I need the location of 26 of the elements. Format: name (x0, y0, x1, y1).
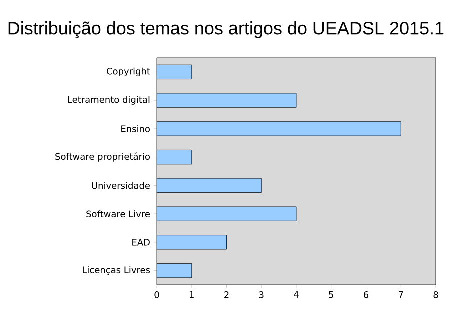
x-tick-label: 6 (364, 292, 369, 298)
x-tick-label: 5 (329, 292, 334, 298)
x-tick-label: 2 (224, 292, 229, 298)
y-tick-label: Copyright (107, 68, 150, 77)
bar (157, 178, 262, 193)
bar (157, 93, 297, 108)
y-tick-label: EAD (132, 239, 150, 246)
chart-title: Distribuição dos temas nos artigos do UEADSL 2015.1 (8, 22, 444, 38)
x-tick-label: 8 (434, 292, 438, 298)
x-tick-label: 4 (294, 292, 299, 298)
y-tick-label: Universidade (92, 182, 150, 190)
x-tick-label: 3 (259, 292, 264, 298)
bar (157, 64, 192, 80)
x-tick-label: 1 (190, 292, 194, 298)
bar (157, 122, 402, 136)
x-tick-label: 7 (398, 292, 404, 298)
y-tick-label: Letramento digital (68, 96, 150, 105)
y-tick-label: Licenças Livres (83, 266, 150, 276)
y-tick-label: Software Livre (86, 210, 150, 218)
bar (157, 235, 227, 250)
bar (157, 206, 297, 222)
bar (157, 150, 192, 165)
bar (157, 264, 192, 278)
y-tick-label: Ensino (122, 125, 150, 132)
x-tick-label: 0 (154, 292, 160, 298)
y-tick-label: Software proprietário (56, 152, 150, 162)
